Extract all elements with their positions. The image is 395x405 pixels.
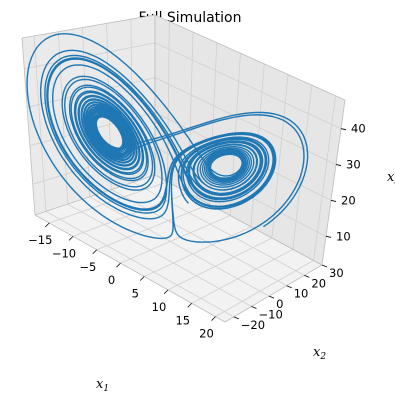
y-tick-label: 0: [276, 297, 283, 311]
x-tick-label: 10: [152, 300, 167, 314]
y-tick-label: −10: [259, 308, 283, 322]
x-tick-label: 20: [199, 327, 214, 341]
y-tick-mark: [321, 264, 328, 268]
z-tick-mark: [335, 164, 342, 166]
y-tick-mark: [251, 306, 257, 309]
x-axis-ticks: −15−10−5 0 5 10 15 20: [28, 222, 216, 341]
axis-frame: [21, 37, 346, 323]
y-tick-label: 30: [329, 266, 344, 280]
trajectory-line: [26, 33, 309, 243]
z-tick-mark: [340, 128, 347, 131]
z-tick-label: 30: [346, 158, 361, 172]
x-tick-mark: [44, 222, 50, 228]
y-tick-mark: [268, 295, 275, 299]
x-axis-label: x1: [96, 377, 109, 394]
x-tick-label: −15: [28, 233, 52, 247]
y-tick-label: 10: [294, 287, 309, 301]
x-tick-mark: [116, 262, 121, 268]
y-tick-mark: [286, 285, 292, 289]
y-tick-label: 20: [311, 276, 326, 290]
z-tick-label: 20: [341, 193, 356, 207]
x-tick-mark: [187, 302, 193, 308]
z-tick-label: 40: [351, 122, 366, 136]
x-tick-label: −10: [52, 246, 76, 260]
z-axis-label: x3: [387, 170, 395, 187]
x-tick-mark: [139, 276, 145, 281]
z-tick-label: 10: [336, 229, 351, 243]
y-tick-mark: [233, 316, 239, 320]
y-axis-label: x2: [313, 345, 326, 362]
x-tick-label: 15: [175, 313, 190, 327]
y-tick-mark: [304, 274, 310, 278]
z-tick-mark: [325, 235, 332, 238]
x-tick-label: −5: [79, 260, 96, 274]
x-tick-mark: [211, 316, 216, 321]
x-tick-mark: [92, 249, 98, 255]
x-tick-mark: [68, 236, 74, 241]
x-tick-label: 5: [132, 287, 139, 301]
z-tick-mark: [330, 200, 337, 202]
z-axis-ticks: 10 20 30 40: [325, 122, 366, 243]
x-tick-mark: [163, 289, 169, 295]
trajectory-series: [26, 33, 309, 243]
x-tick-label: 0: [108, 273, 115, 287]
y-tick-label: −20: [241, 318, 265, 332]
